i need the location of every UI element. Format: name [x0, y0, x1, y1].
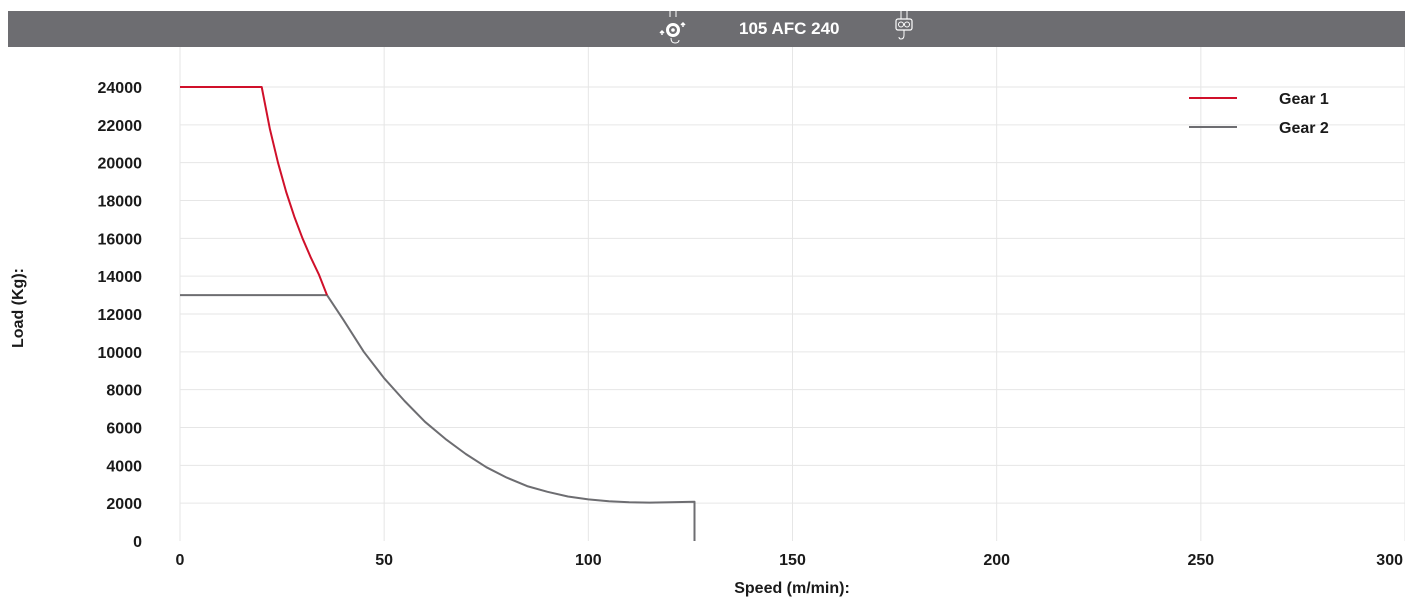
y-tick-label: 4000 [106, 458, 142, 475]
y-axis-title: Load (Kg): [10, 268, 27, 348]
series-line-gear-2 [180, 294, 696, 541]
hook-icon [892, 11, 916, 52]
x-tick-label: 250 [1187, 552, 1214, 569]
y-tick-label: 0 [133, 534, 142, 551]
x-axis-ticks: 0 50 100 150 200 250 300 [176, 552, 1404, 569]
x-tick-label: 150 [779, 552, 806, 569]
chart-title: 105 AFC 240 [739, 19, 840, 38]
y-tick-label: 22000 [98, 118, 143, 135]
gear-hoist-icon [652, 11, 688, 52]
y-axis-ticks: 0 2000 4000 6000 8000 10000 12000 14000 16000 180… [98, 80, 143, 551]
y-tick-label: 16000 [98, 231, 143, 248]
y-tick-label: 18000 [98, 194, 143, 211]
legend: Gear 1 Gear 2 [1189, 91, 1329, 137]
x-tick-label: 300 [1376, 552, 1403, 569]
y-tick-label: 20000 [98, 156, 143, 173]
x-tick-label: 0 [176, 552, 185, 569]
grid-lines [179, 47, 1405, 541]
y-tick-label: 2000 [106, 496, 142, 513]
x-tick-label: 100 [575, 552, 602, 569]
y-tick-label: 14000 [98, 269, 143, 286]
y-tick-label: 10000 [98, 345, 143, 362]
x-tick-label: 50 [375, 552, 393, 569]
chart-header: 105 AFC 240 [8, 11, 1405, 47]
legend-label: Gear 2 [1279, 120, 1329, 137]
y-tick-label: 24000 [98, 80, 143, 97]
y-tick-label: 12000 [98, 307, 143, 324]
y-tick-label: 8000 [106, 383, 142, 400]
series-lines [180, 86, 696, 541]
legend-label: Gear 1 [1279, 91, 1329, 108]
x-tick-label: 200 [983, 552, 1010, 569]
series-line-gear-1 [180, 86, 328, 296]
y-tick-label: 6000 [106, 421, 142, 438]
x-axis-title: Speed (m/min): [734, 580, 850, 597]
